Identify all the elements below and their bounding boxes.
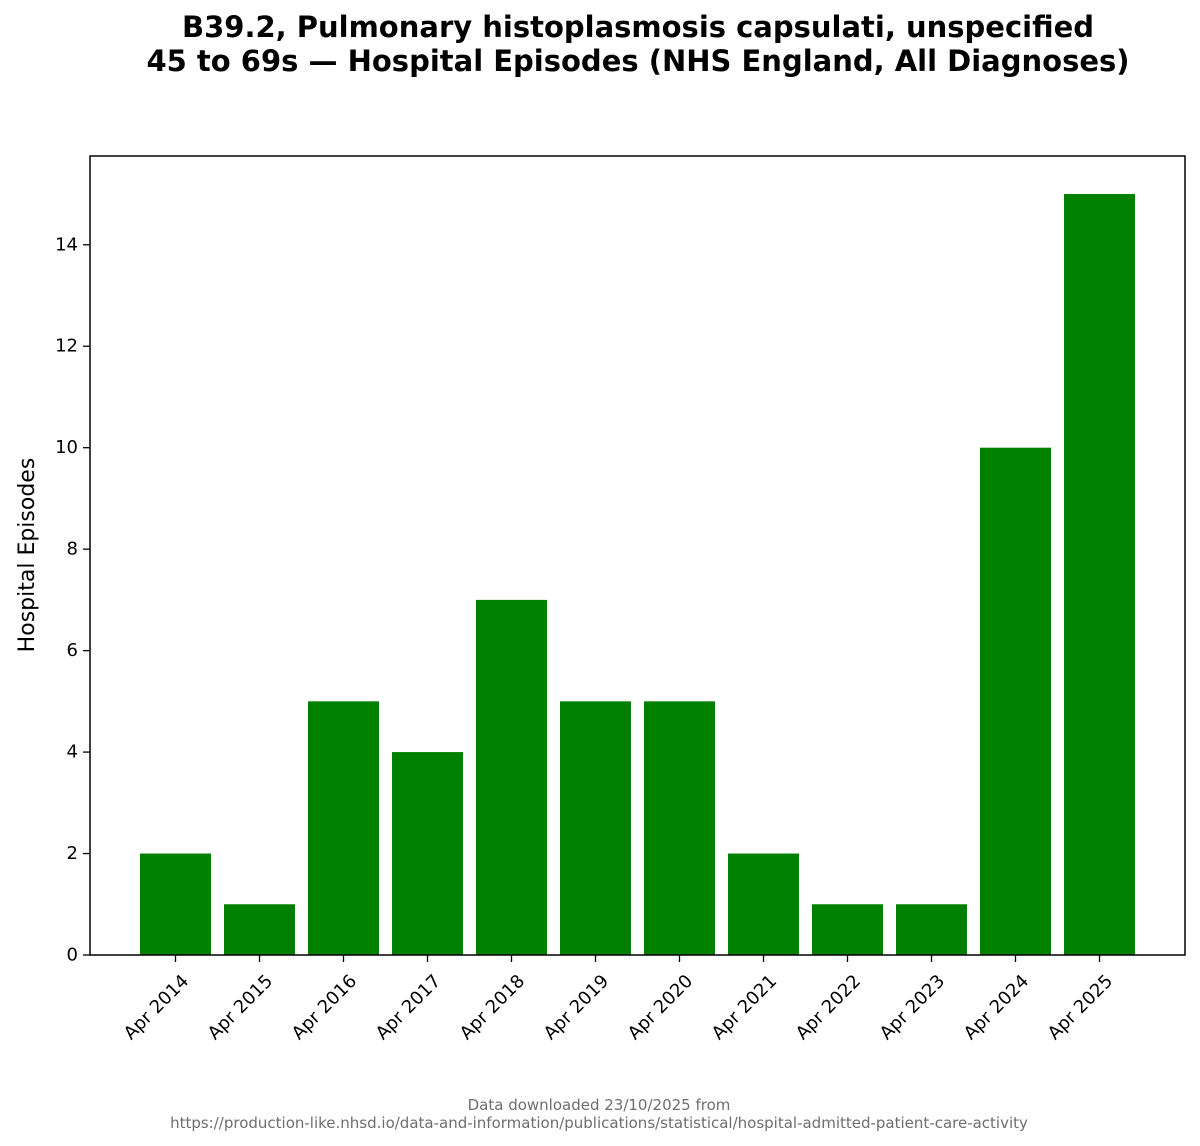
chart-title-line-2: 45 to 69s — Hospital Episodes (NHS Engla… [146,44,1129,78]
x-axis: Apr 2014 Apr 2015 Apr 2016 Apr 2017 Apr 2018… [120,955,1117,1044]
y-tick-label: 8 [67,539,78,560]
bar-apr-2017 [392,752,463,955]
y-tick-label: 2 [67,843,78,864]
x-tick-label: Apr 2016 [288,971,361,1044]
bar-apr-2015 [224,904,295,955]
y-axis-label: Hospital Episodes [15,458,40,653]
x-tick-label: Apr 2018 [456,971,529,1044]
x-tick-label: Apr 2025 [1044,971,1117,1044]
bar-apr-2023 [896,904,967,955]
y-tick-label: 12 [55,336,78,357]
bar-apr-2016 [308,701,379,955]
x-tick-label: Apr 2015 [204,971,277,1044]
bar-apr-2024 [980,447,1051,955]
y-tick-label: 10 [55,437,78,458]
bars-group [140,194,1135,956]
x-tick-label: Apr 2024 [960,971,1033,1044]
bar-apr-2018 [476,599,547,955]
bar-apr-2019 [560,701,631,955]
footer-line-1: Data downloaded 23/10/2025 from [468,1096,731,1114]
bar-apr-2021 [728,853,799,955]
plot-frame [89,155,1186,956]
x-tick-label: Apr 2019 [540,971,613,1044]
x-tick-label: Apr 2021 [708,971,781,1044]
y-tick-label: 0 [67,945,78,966]
bar-apr-2022 [812,904,883,955]
y-axis: 0 2 4 6 8 10 12 14 [55,234,90,966]
x-tick-label: Apr 2023 [876,971,949,1044]
x-tick-label: Apr 2020 [624,971,697,1044]
bar-apr-2014 [140,853,211,955]
chart-title-line-1: B39.2, Pulmonary histoplasmosis capsulat… [182,10,1094,44]
y-tick-label: 6 [67,640,78,661]
footer-line-2: https://production-like.nhsd.io/data-and… [170,1114,1028,1132]
bar-apr-2020 [644,701,715,955]
x-tick-label: Apr 2022 [792,971,865,1044]
y-tick-label: 14 [55,234,78,255]
x-tick-label: Apr 2014 [120,971,193,1044]
x-tick-label: Apr 2017 [372,971,445,1044]
y-tick-label: 4 [67,742,78,763]
bar-apr-2025 [1064,194,1135,956]
